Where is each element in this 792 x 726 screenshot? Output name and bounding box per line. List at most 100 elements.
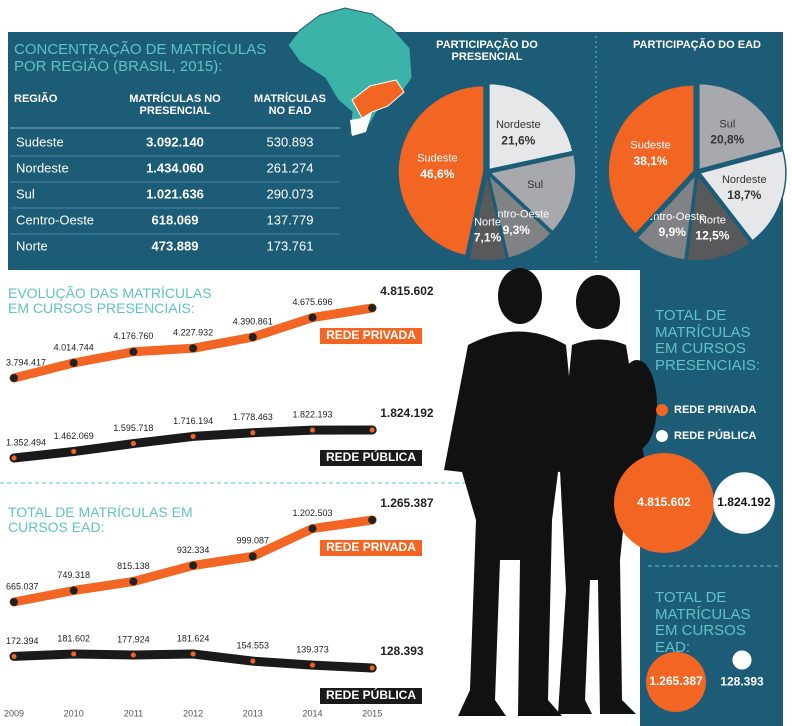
table-cell: 290.073	[267, 186, 314, 201]
slice-label: Centro-Oeste	[639, 211, 705, 223]
value-label: 154.553	[237, 640, 270, 650]
slice-label: Norte	[474, 216, 501, 228]
pie-title: PARTICIPAÇÃO DO PRESENCIAL	[436, 39, 538, 64]
x-tick-label: 2011	[124, 708, 143, 718]
pie-slice	[636, 172, 697, 261]
table-cell: 1.434.060	[146, 160, 204, 175]
value-label: 1.822.193	[292, 409, 332, 419]
table-title: CONCENTRAÇÃO DE MATRÍCULAS POR REGIÃO (B…	[14, 41, 267, 75]
x-tick-label: 2012	[183, 708, 203, 718]
point	[189, 650, 197, 658]
map-southeast	[351, 79, 405, 119]
value-label: 1.595.718	[113, 423, 153, 433]
slice-label: Sudeste	[630, 140, 670, 152]
table-cell: 1.021.636	[146, 186, 204, 201]
pie-slice	[698, 82, 783, 171]
slice-value: 18,7%	[727, 188, 761, 202]
table-cell: 530.893	[267, 134, 314, 149]
table-cell: 137.779	[267, 212, 314, 227]
value-label: 4.014.744	[54, 342, 94, 352]
table-header: MATRÍCULAS NO PRESENCIAL	[129, 93, 221, 118]
value-label: 932.334	[177, 545, 210, 555]
x-tick-label: 2013	[243, 708, 263, 718]
map-south	[350, 112, 372, 136]
value-label: 4.815.602	[637, 495, 691, 509]
value-label: 181.624	[177, 633, 210, 643]
chart-title: EVOLUÇÃO DAS MATRÍCULAS EM CURSOS PRESEN…	[8, 285, 212, 317]
point	[189, 432, 197, 440]
table-cell: Nordeste	[16, 160, 69, 175]
value-label: 1.778.463	[233, 412, 273, 422]
point	[308, 313, 317, 322]
slice-value: 9,9%	[659, 225, 687, 239]
value-label: 1.352.494	[6, 437, 46, 447]
legend-label: REDE PRIVADA	[674, 404, 756, 416]
pie-slice	[467, 174, 508, 262]
point	[309, 426, 316, 434]
value-label: 665.037	[6, 581, 39, 591]
legend-label: REDE PÚBLICA	[326, 687, 416, 702]
slice-label: Nordeste	[496, 119, 541, 131]
legend-label: REDE PRIVADA	[326, 328, 416, 342]
value-label: 1.202.503	[292, 508, 332, 518]
slice-value: 7,1%	[474, 231, 502, 245]
legend-swatch	[656, 404, 668, 416]
pie-slice	[488, 153, 577, 233]
slice-label: Sudeste	[417, 153, 457, 165]
point	[129, 440, 137, 448]
value-label: 999.087	[237, 536, 270, 546]
table-cell: Sudeste	[16, 134, 64, 149]
table-cell: 473.889	[152, 238, 199, 253]
value-label: 181.602	[57, 633, 90, 643]
value-label: 4.227.932	[173, 328, 213, 338]
pie-slice	[698, 149, 787, 242]
point	[129, 347, 138, 356]
table-cell: 618.069	[152, 212, 199, 227]
point	[129, 651, 137, 659]
value-label: 1.824.192	[380, 406, 434, 420]
value-label: 4.390.861	[233, 316, 273, 326]
table-header: MATRÍCULAS NO EAD	[254, 93, 326, 118]
point	[69, 358, 78, 367]
value-label: 128.393	[720, 675, 764, 689]
value-label: 1.716.194	[173, 416, 213, 426]
value-label: 1.462.069	[54, 431, 94, 441]
slice-value: 21,6%	[501, 133, 535, 147]
point	[368, 664, 376, 672]
slice-value: 38,1%	[634, 154, 668, 168]
panel-title: TOTAL DE MATRÍCULAS EM CURSOS EAD:	[655, 589, 751, 656]
x-tick-label: 2009	[4, 708, 24, 718]
chart-title: TOTAL DE MATRÍCULAS EM CURSOS EAD:	[8, 504, 193, 536]
point	[69, 586, 78, 595]
legend-label: REDE PRIVADA	[326, 540, 416, 554]
point	[189, 344, 198, 353]
legend-label: REDE PÚBLICA	[674, 429, 757, 442]
value-label: 128.393	[380, 644, 424, 658]
value-label: 139.373	[296, 644, 329, 654]
legend-label: REDE PÚBLICA	[326, 449, 416, 464]
series-tag	[320, 328, 422, 344]
legend-swatch	[656, 430, 668, 442]
point	[308, 524, 317, 533]
point	[368, 516, 377, 524]
bubble	[646, 652, 706, 712]
table-cell: Norte	[16, 238, 48, 253]
point	[248, 333, 257, 342]
value-label: 4.675.696	[292, 297, 332, 307]
panel-title: TOTAL DE MATRÍCULAS EM CURSOS PRESENCIAI…	[655, 307, 761, 374]
value-label: 749.318	[57, 570, 90, 580]
slice-label: Centro-Oeste	[483, 209, 549, 221]
point	[249, 429, 257, 437]
slice-value: 12,5%	[695, 229, 729, 243]
point	[368, 426, 376, 434]
point	[10, 454, 18, 462]
pie-slice	[488, 82, 574, 171]
slice-label: Sul	[527, 179, 543, 191]
pie-slice	[607, 84, 695, 236]
table-header: REGIÃO	[14, 93, 58, 105]
pie-slice	[397, 84, 485, 257]
bubble	[614, 453, 714, 553]
table-cell: 261.274	[267, 160, 314, 175]
